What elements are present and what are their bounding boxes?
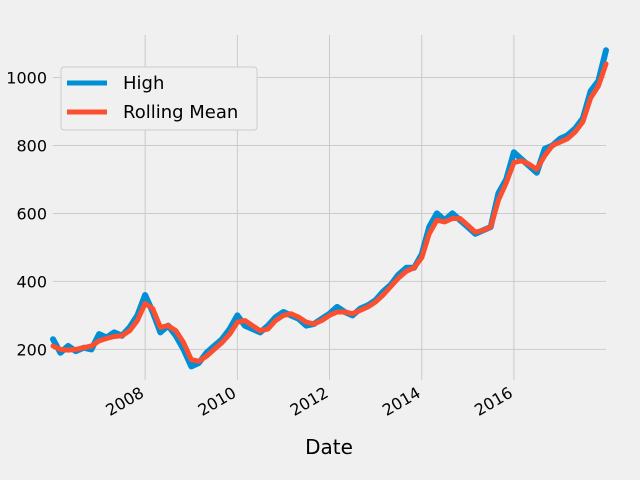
grid-lines: [53, 35, 606, 380]
series-line-rolling-mean: [50, 61, 609, 364]
y-tick-label: 1000: [6, 68, 47, 87]
x-axis-title: Date: [305, 435, 353, 459]
y-tick-label: 200: [16, 340, 47, 359]
plot-lines: [50, 47, 609, 370]
legend-box: [60, 66, 258, 131]
legend: High Rolling Mean: [60, 66, 258, 131]
y-tick-label: 600: [16, 204, 47, 223]
legend-label-rolling-mean: Rolling Mean: [123, 102, 238, 123]
y-axis-tick-labels: 200 400 600 800 1000: [6, 68, 47, 359]
legend-label-high: High: [123, 73, 164, 94]
y-tick-label: 800: [16, 136, 47, 155]
y-tick-label: 400: [16, 272, 47, 291]
